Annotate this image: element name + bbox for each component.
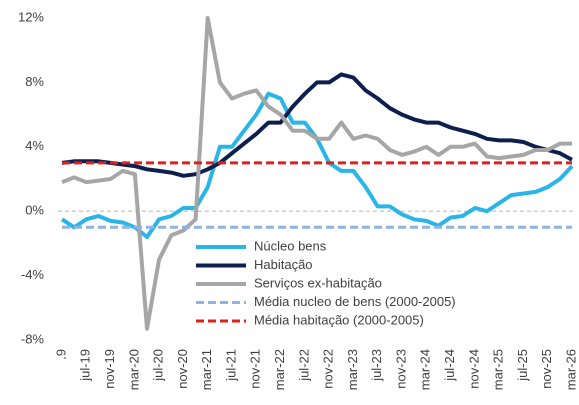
x-tick-label: jul-20 — [151, 349, 166, 382]
x-tick-label: mar-23 — [345, 349, 360, 390]
x-tick-label: nov-20 — [175, 349, 190, 389]
x-tick-label: jul-22 — [296, 349, 311, 382]
y-tick-label: 4% — [25, 138, 44, 153]
x-tick-label: mar-22 — [272, 349, 287, 390]
x-tick-label: mar-25 — [491, 349, 506, 390]
x-tick-label: mar-24 — [418, 349, 433, 390]
x-tick-label: nov-22 — [321, 349, 336, 389]
legend-label: Serviços ex-habitação — [254, 275, 382, 290]
series-line — [61, 16, 572, 331]
x-tick-label: nov-19 — [102, 349, 117, 389]
x-tick-label: nov-24 — [466, 349, 481, 389]
x-tick-label: mar-19 — [53, 349, 68, 390]
y-tick-label: 8% — [25, 74, 44, 89]
legend-label: Média habitação (2000-2005) — [254, 312, 424, 327]
x-tick-label: mar-20 — [126, 349, 141, 390]
legend-label: Núcleo bens — [254, 238, 327, 253]
x-tick-label: nov-25 — [539, 349, 554, 389]
x-tick-label: jul-24 — [442, 349, 457, 382]
series-line — [61, 72, 573, 178]
y-tick-label: 12% — [18, 9, 44, 24]
x-tick-label: nov-21 — [248, 349, 263, 389]
legend-label: Média nucleo de bens (2000-2005) — [254, 294, 456, 309]
x-tick-label: jul-23 — [369, 349, 384, 382]
x-tick-label: nov-23 — [393, 349, 408, 389]
x-tick-label: mar-26 — [563, 349, 578, 390]
y-tick-label: 0% — [25, 203, 44, 218]
x-tick-label: jul-25 — [515, 349, 530, 382]
y-tick-label: -8% — [21, 331, 45, 346]
x-tick-label: jul-19 — [78, 349, 93, 382]
x-tick-label: mar-21 — [199, 349, 214, 390]
legend-label: Habitação — [254, 257, 313, 272]
x-tick-label: jul-21 — [223, 349, 238, 382]
y-tick-label: -4% — [21, 267, 45, 282]
